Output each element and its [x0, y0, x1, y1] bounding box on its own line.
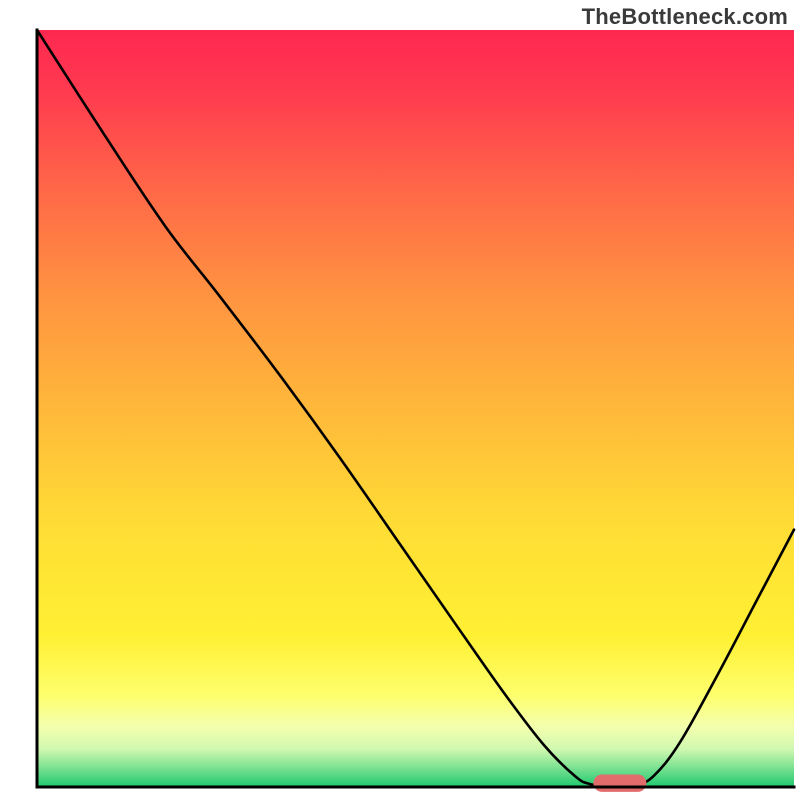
watermark-text: TheBottleneck.com [582, 4, 788, 30]
chart-container: TheBottleneck.com [0, 0, 800, 800]
optimal-range-marker [593, 775, 646, 792]
bottleneck-chart [0, 0, 800, 800]
gradient-background [37, 30, 794, 787]
